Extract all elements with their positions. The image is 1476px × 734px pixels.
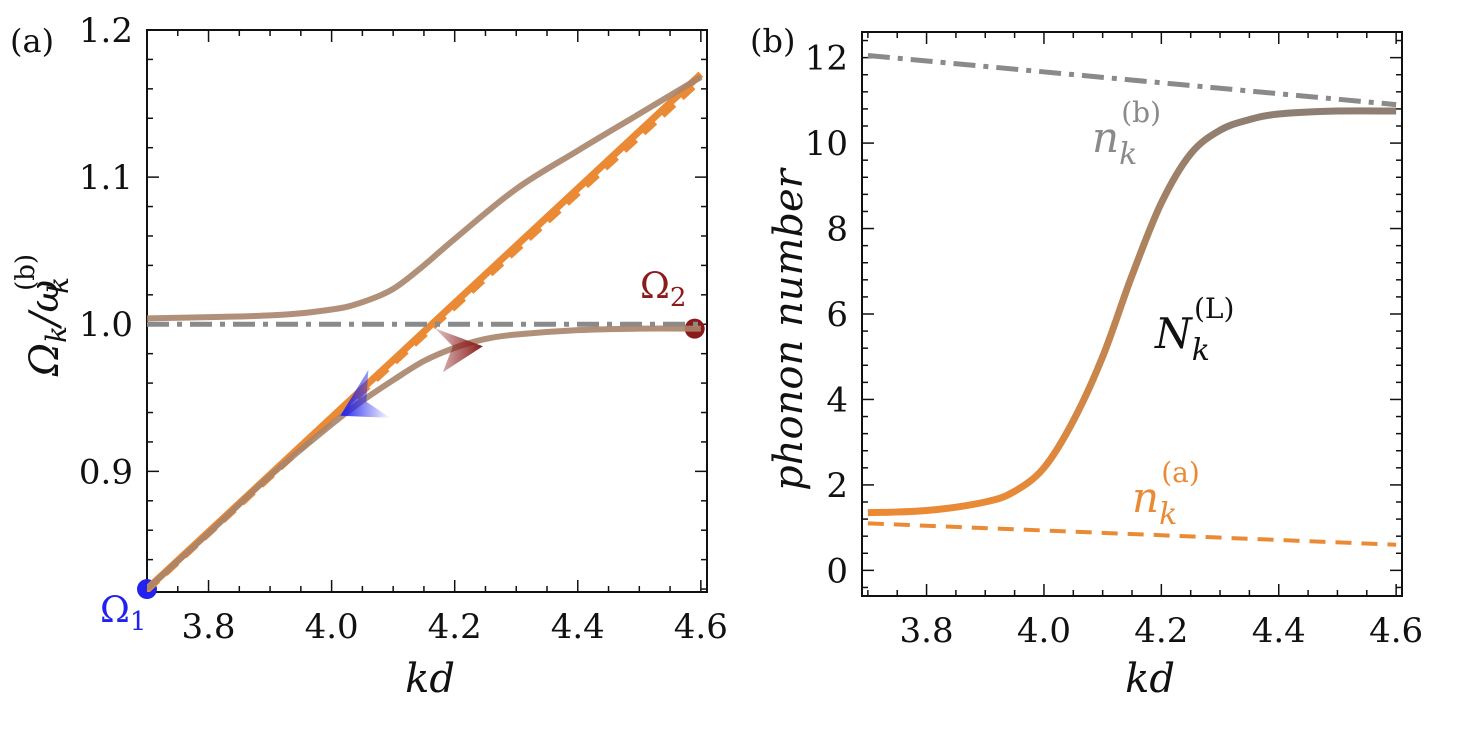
NL-sub: k [1192,333,1210,368]
direction-arrow-darkred [434,328,483,373]
panel-a: (a) 3.8 4.0 4.2 4.4 4.60.91.01.11.2 Ωk/ωk(b)… [10,11,728,702]
y-tick-label: 8 [826,210,848,250]
x-tick-label: 4.4 [551,607,605,647]
y-tick-label: 0.9 [79,452,133,492]
x-tick-label: 4.0 [1017,611,1071,651]
y-label-sup-b: (b) [11,254,41,291]
NL-main: N [1154,309,1193,358]
panel-a-ticks: 3.8 4.0 4.2 4.4 4.6 0.9 1.0 1.1 1.2 [79,11,728,647]
panel-a-y-label: Ωk/ωk(b) [11,254,75,377]
omega2-main: Ω [640,266,670,307]
panel-b-label: (b) [750,22,795,60]
y-label-omega-k: Ω [22,343,68,377]
x-tick-label: 4.2 [428,607,482,647]
panel-a-series [147,71,704,592]
series-n-k-b- [867,53,1397,108]
y-label-sub-k2: k [42,277,75,294]
NL-label: Nk (L) [1154,292,1234,368]
y-tick-label: 0 [826,551,848,591]
panel-b-x-label: kd [1125,656,1175,702]
NL-sup: (L) [1194,292,1234,325]
y-label-omega: ω [22,280,68,313]
y-label-slash: / [22,309,68,330]
x-tick-label: 4.6 [1369,611,1423,651]
y-tick-label: 4 [826,380,848,420]
x-tick-label: 3.8 [900,611,954,651]
panel-a-frame [146,29,708,593]
svg-text:Ωk/ωk(b): Ωk/ωk(b) [11,254,75,377]
series-lower-branch [147,325,701,592]
panel-b-ticks: 3.8 4.0 4.2 4.4 4.6 0 2 4 6 8 10 12 [805,32,1423,651]
panel-a-x-label: kd [405,656,455,702]
na-label: nk (a) [1132,456,1200,532]
x-tick-label: 4.4 [1252,611,1306,651]
panel-a-label: (a) [10,22,54,60]
y-tick-label: 10 [805,124,848,164]
series-upper-branch [147,74,703,322]
x-tick-label: 4.6 [674,607,728,647]
x-tick-label: 4.0 [305,607,359,647]
y-tick-label: 1.1 [79,158,133,198]
series-n-k-a- [867,521,1397,547]
series-n-k-l- [867,107,1397,517]
omega1-sub: 1 [130,607,147,637]
omega2-label: Ω2 [640,266,686,313]
omega1-main: Ω [100,590,130,631]
y-tick-label: 1.0 [79,305,133,345]
nb-sub: k [1119,137,1137,172]
panel-b: (b) 3.8 4.0 4.2 4.4 4.6 0 2 4 6 8 10 12 phonon numb… [750,22,1423,702]
x-tick-label: 3.8 [181,607,235,647]
panel-b-series [867,53,1397,547]
nb-sup: (b) [1121,96,1161,129]
y-tick-label: 12 [805,39,848,79]
y-tick-label: 6 [826,295,848,335]
direction-arrow-blue [340,369,391,418]
na-main: n [1132,473,1159,522]
series-orange-dashed [147,80,703,592]
x-tick-label: 4.2 [1134,611,1188,651]
y-label-sub-k: k [40,326,73,343]
y-tick-label: 1.2 [79,11,133,51]
nb-main: n [1092,113,1119,162]
omega1-label: Ω1 [100,590,146,637]
omega2-sub: 2 [670,283,687,313]
nb-label: nk (b) [1092,96,1161,172]
y-tick-label: 2 [826,466,848,506]
panel-b-y-label: phonon number [766,166,812,491]
na-sub: k [1159,497,1177,532]
na-sup: (a) [1161,456,1200,489]
